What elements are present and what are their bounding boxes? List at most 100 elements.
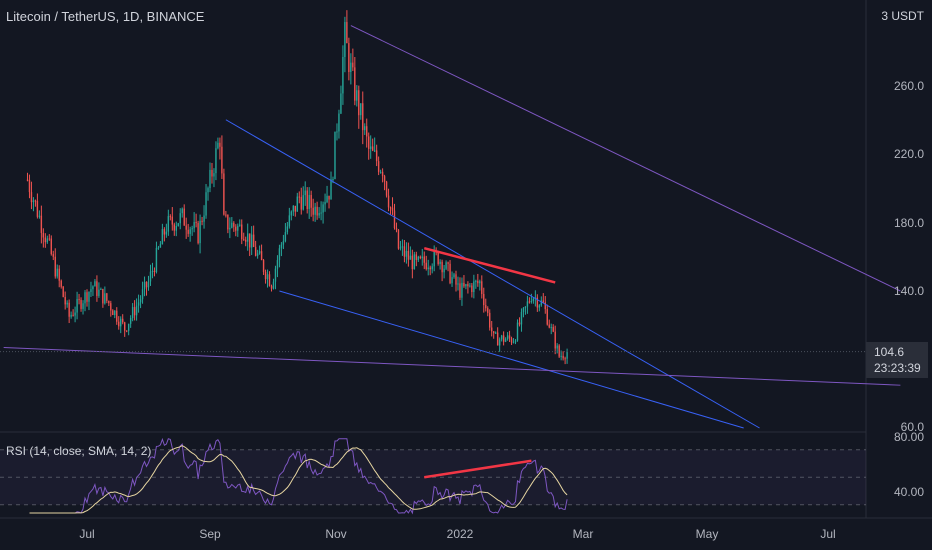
candle-body bbox=[318, 213, 320, 216]
candle-body bbox=[42, 232, 45, 238]
candle-body bbox=[373, 150, 376, 152]
bar-countdown: 23:23:39 bbox=[874, 361, 921, 375]
candle-body bbox=[383, 176, 386, 182]
candle-body bbox=[266, 274, 269, 280]
candle-body bbox=[455, 274, 457, 285]
candle-body bbox=[38, 215, 41, 217]
candle-body bbox=[175, 225, 177, 231]
candle-body bbox=[330, 179, 332, 200]
candle-body bbox=[364, 126, 366, 131]
candle-body bbox=[397, 229, 400, 249]
candle-body bbox=[112, 310, 114, 316]
rsi-moving-average bbox=[29, 445, 568, 514]
candle-body bbox=[352, 62, 354, 68]
candle-body bbox=[28, 179, 31, 193]
candle-body bbox=[425, 262, 427, 270]
candle-body bbox=[423, 256, 425, 263]
candle-body bbox=[127, 323, 130, 331]
candle-body bbox=[177, 223, 179, 226]
candle-body bbox=[133, 307, 136, 316]
candle-body bbox=[70, 314, 72, 317]
candle-body bbox=[62, 286, 64, 297]
candle-body bbox=[379, 171, 382, 173]
trendline bbox=[225, 119, 760, 429]
candle-body bbox=[532, 298, 535, 302]
candle-body bbox=[276, 260, 279, 269]
candle-body bbox=[558, 345, 560, 357]
candle-body bbox=[399, 247, 402, 249]
candle-body bbox=[350, 62, 352, 73]
candle-body bbox=[453, 274, 455, 278]
candle-body bbox=[250, 234, 253, 248]
candle-body bbox=[235, 226, 237, 231]
candle-body bbox=[145, 281, 148, 288]
candle-body bbox=[185, 225, 187, 230]
candle-body bbox=[326, 195, 328, 203]
candle-body bbox=[34, 200, 37, 202]
candle-body bbox=[439, 261, 441, 264]
candle-body bbox=[524, 306, 527, 308]
candle-body bbox=[151, 270, 154, 272]
candle-body bbox=[538, 305, 541, 308]
candle-body bbox=[231, 222, 233, 228]
candle-body bbox=[314, 206, 316, 215]
candle-body bbox=[417, 256, 420, 261]
candle-body bbox=[528, 301, 531, 303]
price-axis-label: 180.0 bbox=[893, 216, 924, 230]
candle-body bbox=[391, 207, 394, 211]
candle-body bbox=[413, 254, 416, 270]
candle-body bbox=[489, 312, 491, 328]
candle-body bbox=[157, 247, 160, 249]
candle-body bbox=[187, 229, 189, 234]
candle-body bbox=[165, 231, 168, 235]
candle-body bbox=[58, 268, 60, 281]
last-price-value: 104.6 bbox=[874, 345, 905, 359]
candle-body bbox=[159, 244, 162, 248]
candle-body bbox=[264, 271, 267, 280]
candle-body bbox=[60, 280, 62, 287]
candle-body bbox=[129, 318, 132, 324]
candle-body bbox=[102, 288, 104, 304]
candle-body bbox=[324, 202, 326, 205]
candle-body bbox=[118, 321, 120, 327]
candle-body bbox=[381, 171, 384, 177]
candle-body bbox=[221, 146, 223, 174]
candle-body bbox=[510, 338, 513, 343]
candle-body bbox=[191, 228, 193, 230]
candle-body bbox=[548, 324, 550, 328]
candle-body bbox=[90, 289, 92, 292]
candle-body bbox=[552, 327, 554, 332]
candle-body bbox=[280, 244, 283, 249]
candle-body bbox=[225, 214, 227, 216]
candle-body bbox=[310, 195, 312, 208]
candle-body bbox=[332, 178, 334, 180]
candle-body bbox=[385, 181, 388, 196]
candle-body bbox=[463, 282, 465, 287]
candle-body bbox=[205, 192, 207, 216]
candle-body bbox=[195, 222, 197, 224]
candle-body bbox=[94, 281, 96, 287]
candle-body bbox=[312, 207, 314, 215]
candle-body bbox=[56, 268, 58, 277]
candle-body bbox=[248, 233, 251, 248]
candle-body bbox=[199, 220, 201, 244]
candle-body bbox=[106, 293, 108, 301]
candle-body bbox=[256, 253, 259, 256]
candle-body bbox=[141, 289, 144, 300]
trendline bbox=[279, 290, 744, 429]
candle-body bbox=[465, 284, 467, 287]
candle-body bbox=[522, 307, 525, 312]
candle-body bbox=[437, 252, 439, 264]
candle-body bbox=[104, 293, 106, 304]
candle-body bbox=[512, 342, 515, 344]
candle-body bbox=[179, 213, 181, 224]
candle-body bbox=[197, 223, 199, 244]
rsi-axis-label: 40.00 bbox=[893, 485, 924, 499]
rsi-panel bbox=[0, 437, 866, 515]
candle-body bbox=[498, 339, 501, 346]
candle-body bbox=[401, 246, 404, 248]
candle-body bbox=[328, 195, 330, 200]
candle-body bbox=[304, 190, 306, 196]
